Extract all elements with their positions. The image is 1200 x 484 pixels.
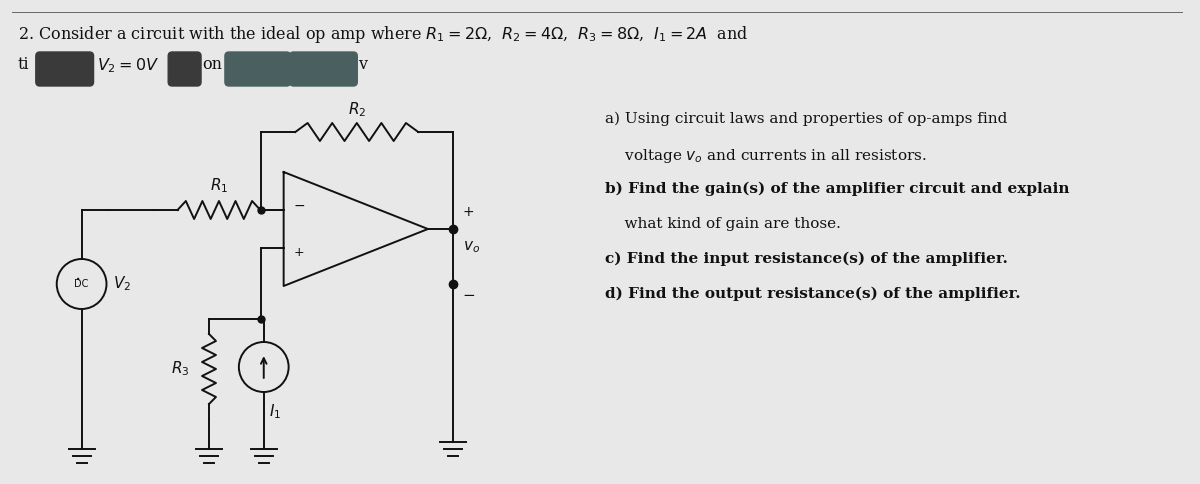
Text: c) Find the input resistance(s) of the amplifier.: c) Find the input resistance(s) of the a… [605,252,1008,266]
Text: $R_1$: $R_1$ [210,176,228,195]
Text: $R_2$: $R_2$ [348,100,366,119]
Text: $v_o$: $v_o$ [463,239,480,255]
Text: DC: DC [74,279,89,289]
Text: +: + [294,245,305,258]
Text: $V_2$: $V_2$ [114,274,132,293]
Text: voltage $v_o$ and currents in all resistors.: voltage $v_o$ and currents in all resist… [605,147,926,165]
Text: v: v [359,56,367,73]
Text: ·: · [74,271,80,289]
FancyBboxPatch shape [168,52,202,86]
Text: what kind of gain are those.: what kind of gain are those. [605,217,841,231]
FancyBboxPatch shape [289,52,358,86]
Text: $I_1$: $I_1$ [269,402,281,421]
Text: a) Using circuit laws and properties of op-amps find: a) Using circuit laws and properties of … [605,112,1008,126]
Text: +: + [463,205,474,219]
Text: 2. Consider a circuit with the ideal op amp where $R_1 = 2\Omega$,  $R_2 = 4\Ome: 2. Consider a circuit with the ideal op … [18,24,749,45]
Text: $R_3$: $R_3$ [170,360,190,378]
Text: b) Find the gain(s) of the amplifier circuit and explain: b) Find the gain(s) of the amplifier cir… [605,182,1069,197]
Text: on: on [202,56,222,73]
Text: −: − [294,199,305,213]
FancyBboxPatch shape [224,52,290,86]
Text: d) Find the output resistance(s) of the amplifier.: d) Find the output resistance(s) of the … [605,287,1021,302]
Text: $V_2 = 0V$: $V_2 = 0V$ [96,56,158,75]
FancyBboxPatch shape [36,52,94,86]
Text: −: − [463,288,475,303]
Text: ti: ti [18,56,30,73]
